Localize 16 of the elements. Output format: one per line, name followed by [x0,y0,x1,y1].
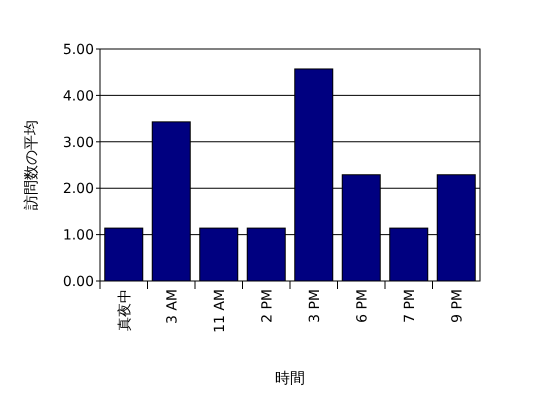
x-tick-label: 11 AM [212,289,228,333]
y-tick-label: 0.00 [62,274,94,290]
x-tick-label: 真夜中 [116,289,133,331]
y-axis-title: 訪問数の平均 [22,120,40,210]
x-tick-label: 2 PM [259,289,276,323]
x-tick-label: 6 PM [354,289,370,323]
y-tick-label: 3.00 [62,134,94,151]
x-tick-label: 7 PM [402,289,418,323]
y-tick-label: 1.00 [62,228,94,244]
x-tick-label: 9 PM [449,289,466,323]
y-tick-label: 5.00 [62,42,94,58]
y-tick-label: 2.00 [62,181,94,198]
y-tick-label: 4.00 [62,88,94,104]
x-tick-label: 3 PM [306,289,323,323]
x-axis-title: 時間 [275,369,305,387]
x-tick-label: 3 AM [164,289,180,324]
